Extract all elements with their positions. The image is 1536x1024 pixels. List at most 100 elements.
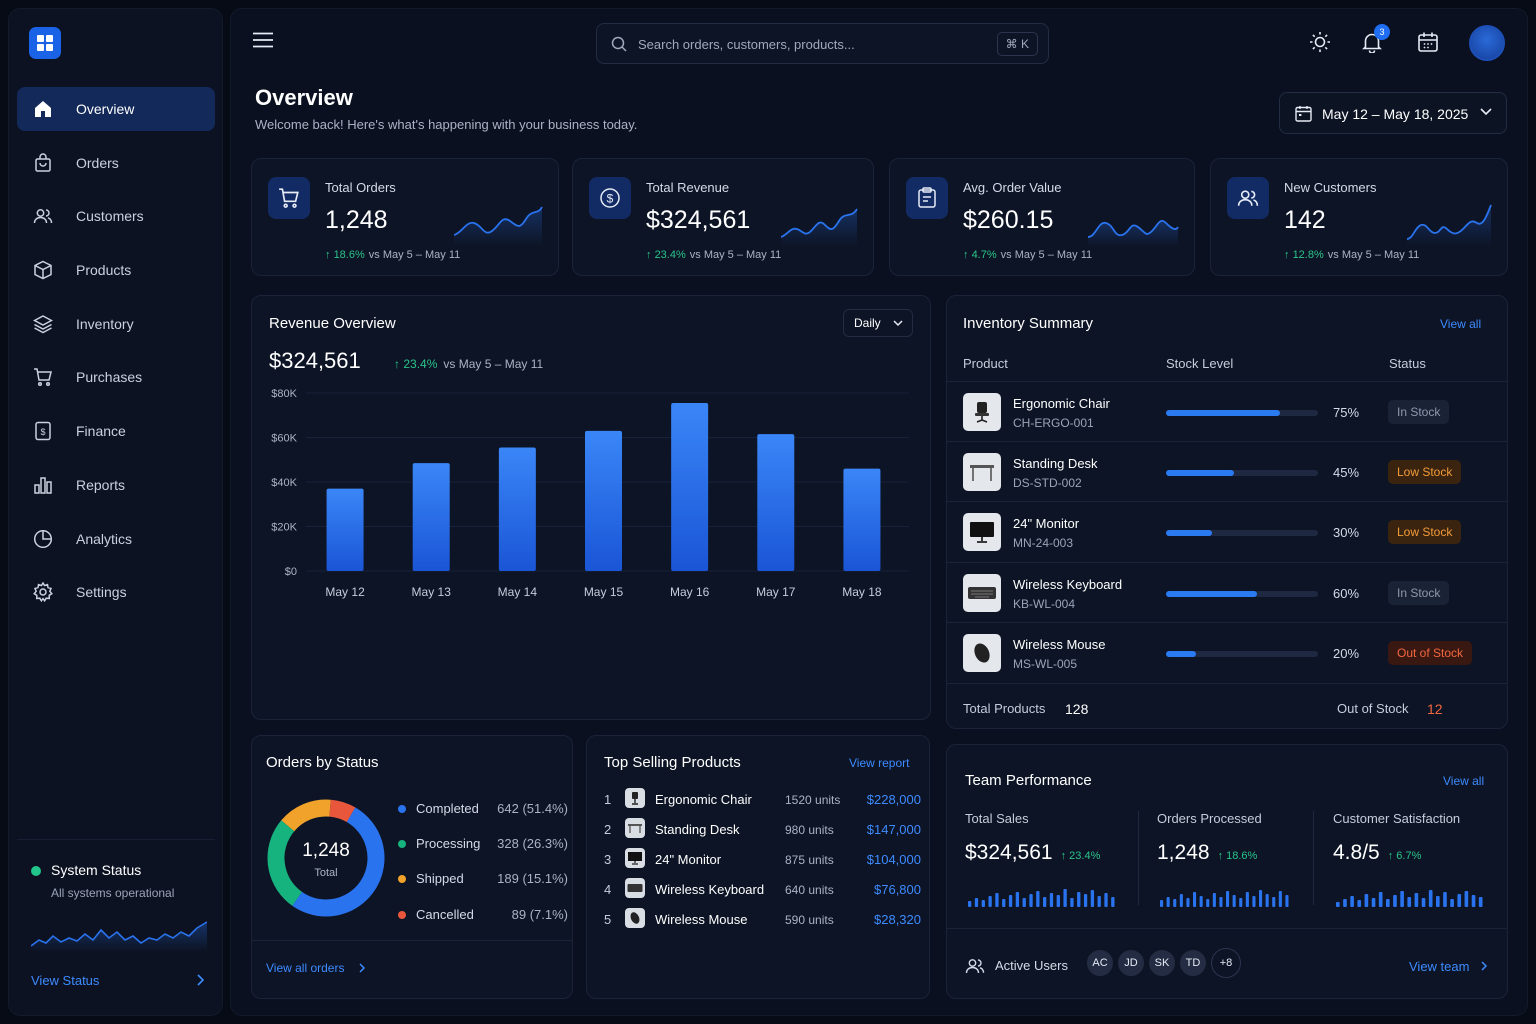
view-team-link[interactable]: View team bbox=[1409, 959, 1470, 974]
mini-bar bbox=[1450, 899, 1454, 907]
sidebar-item-purchases[interactable]: Purchases bbox=[17, 355, 215, 399]
status-badge: In Stock bbox=[1388, 581, 1450, 605]
stock-level-bar bbox=[1166, 530, 1318, 536]
card-title: Inventory Summary bbox=[963, 315, 1094, 332]
kpi-sparkline bbox=[1407, 204, 1492, 247]
table-row[interactable]: Ergonomic Chair CH-ERGO-001 75% In Stock bbox=[947, 381, 1507, 441]
stock-level-bar bbox=[1166, 410, 1318, 416]
system-status-title: System Status bbox=[51, 862, 142, 878]
sidebar-item-customers[interactable]: Customers bbox=[17, 194, 215, 238]
search-input[interactable]: Search orders, customers, products... bbox=[638, 37, 855, 52]
chevron-right-icon[interactable] bbox=[195, 974, 205, 986]
view-all-link[interactable]: View all bbox=[1443, 774, 1485, 788]
kpi-label: Total Revenue bbox=[646, 180, 730, 195]
mini-bar bbox=[1111, 897, 1115, 907]
list-item[interactable]: 4 Wireless Keyboard 640 units $76,800 bbox=[587, 878, 931, 912]
product-name: Wireless Keyboard bbox=[1013, 577, 1123, 592]
user-avatar[interactable] bbox=[1469, 25, 1505, 61]
avatar[interactable]: AC bbox=[1085, 948, 1115, 978]
calendar-icon[interactable] bbox=[1417, 31, 1439, 53]
revenue-bar[interactable] bbox=[585, 430, 622, 571]
sidebar-item-finance[interactable]: $ Finance bbox=[17, 409, 215, 453]
view-report-link[interactable]: View report bbox=[849, 756, 910, 770]
sidebar-item-inventory[interactable]: Inventory bbox=[17, 302, 215, 346]
sidebar-item-products[interactable]: Products bbox=[17, 248, 215, 292]
chevron-right-icon[interactable] bbox=[358, 963, 366, 973]
list-item[interactable]: 3 24" Monitor 875 units $104,000 bbox=[587, 848, 931, 882]
legend-item: Cancelled 89 (7.1%) bbox=[398, 907, 568, 927]
chevron-right-icon[interactable] bbox=[1480, 961, 1488, 971]
revenue-bar[interactable] bbox=[843, 468, 881, 571]
x-tick-label: May 16 bbox=[670, 585, 710, 599]
x-tick-label: May 18 bbox=[842, 585, 882, 599]
more-users-badge[interactable]: +8 bbox=[1211, 948, 1241, 978]
revenue-bar[interactable] bbox=[326, 488, 364, 571]
avatar[interactable]: SK bbox=[1147, 948, 1177, 978]
list-item[interactable]: 2 Standing Desk 980 units $147,000 bbox=[587, 818, 931, 852]
metric-label: Orders Processed bbox=[1157, 811, 1262, 826]
avatar[interactable]: JD bbox=[1116, 948, 1146, 978]
product-name: Wireless Mouse bbox=[1013, 637, 1106, 652]
top-selling-products-card: Top Selling Products View report 1 Ergono… bbox=[586, 735, 930, 999]
sidebar-item-label: Customers bbox=[76, 208, 144, 225]
product-sku: DS-STD-002 bbox=[1013, 476, 1082, 490]
period-select[interactable]: Daily bbox=[843, 309, 913, 337]
page-title: Overview bbox=[255, 85, 353, 110]
mini-bar bbox=[1043, 897, 1047, 907]
hamburger-menu-icon[interactable] bbox=[253, 32, 273, 48]
stock-level-bar bbox=[1166, 651, 1318, 657]
mini-bar bbox=[1336, 902, 1340, 907]
search-bar[interactable]: Search orders, customers, products... ⌘ … bbox=[596, 23, 1049, 64]
avatar[interactable]: TD bbox=[1178, 948, 1208, 978]
mini-bar-sparkline bbox=[1336, 890, 1483, 907]
sales-value: $228,000 bbox=[866, 792, 921, 807]
kpi-card-total-revenue[interactable]: $ Total Revenue $324,561 ↑ 23.4% vs May 5… bbox=[572, 158, 874, 276]
table-row[interactable]: Standing Desk DS-STD-002 45% Low Stock bbox=[947, 441, 1507, 501]
sidebar-item-orders[interactable]: Orders bbox=[17, 141, 215, 185]
legend-label: Cancelled bbox=[416, 907, 474, 922]
y-tick-label: $20K bbox=[271, 522, 297, 534]
product-thumbnail bbox=[963, 393, 1001, 431]
revenue-bar[interactable] bbox=[412, 463, 450, 571]
revenue-bar[interactable] bbox=[757, 434, 795, 571]
stock-percent: 30% bbox=[1333, 525, 1360, 540]
table-row[interactable]: Wireless Keyboard KB-WL-004 60% In Stock bbox=[947, 562, 1507, 622]
view-all-link[interactable]: View all bbox=[1440, 317, 1482, 331]
mini-bar bbox=[1378, 892, 1383, 907]
kpi-delta: ↑ 12.8% vs May 5 – May 11 bbox=[1284, 249, 1420, 261]
sidebar-item-overview[interactable]: Overview bbox=[17, 87, 215, 131]
list-item[interactable]: 5 Wireless Mouse 590 units $28,320 bbox=[587, 908, 931, 942]
donut-slice[interactable] bbox=[266, 793, 386, 923]
kpi-card-total-orders[interactable]: Total Orders 1,248 ↑ 18.6% vs May 5 – May… bbox=[251, 158, 559, 276]
list-item[interactable]: 1 Ergonomic Chair 1520 units $228,000 bbox=[587, 788, 931, 822]
chair-icon bbox=[625, 788, 645, 808]
kpi-card-new-customers[interactable]: New Customers 142 ↑ 12.8% vs May 5 – May … bbox=[1210, 158, 1508, 276]
sidebar-item-settings[interactable]: Settings bbox=[17, 570, 215, 614]
system-status-panel: System Status All systems operational Vi… bbox=[17, 839, 215, 1009]
mini-bar bbox=[1464, 891, 1469, 907]
status-badge: Low Stock bbox=[1388, 520, 1462, 544]
revenue-bar[interactable] bbox=[498, 447, 536, 571]
sidebar-item-analytics[interactable]: Analytics bbox=[17, 517, 215, 561]
metric-label: Customer Satisfaction bbox=[1333, 811, 1461, 826]
date-range-picker[interactable]: May 12 – May 18, 2025 bbox=[1279, 92, 1507, 134]
mini-bar bbox=[1278, 891, 1282, 907]
mini-bar bbox=[988, 896, 992, 907]
sidebar-nav: Overview Orders Customers Products Inven… bbox=[17, 87, 215, 624]
revenue-bar[interactable] bbox=[671, 403, 709, 571]
table-row[interactable]: Wireless Mouse MS-WL-005 20% Out of Stoc… bbox=[947, 622, 1507, 682]
donut-slice[interactable] bbox=[266, 793, 386, 923]
product-name: 24" Monitor bbox=[1013, 516, 1080, 531]
sidebar-item-reports[interactable]: Reports bbox=[17, 463, 215, 507]
mini-bar bbox=[1471, 895, 1476, 907]
mini-bar bbox=[1232, 895, 1236, 907]
kpi-delta: ↑ 18.6% vs May 5 – May 11 bbox=[325, 249, 461, 261]
view-all-orders-link[interactable]: View all orders bbox=[266, 961, 345, 975]
view-status-link[interactable]: View Status bbox=[31, 973, 100, 988]
column-header: Product bbox=[963, 356, 1008, 371]
table-row[interactable]: 24" Monitor MN-24-003 30% Low Stock bbox=[947, 501, 1507, 561]
status-badge: Out of Stock bbox=[1388, 641, 1473, 665]
sun-icon[interactable] bbox=[1309, 31, 1331, 53]
kpi-card-avg-order-value[interactable]: Avg. Order Value $260.15 ↑ 4.7% vs May 5 … bbox=[889, 158, 1195, 276]
app-logo[interactable] bbox=[29, 27, 61, 59]
